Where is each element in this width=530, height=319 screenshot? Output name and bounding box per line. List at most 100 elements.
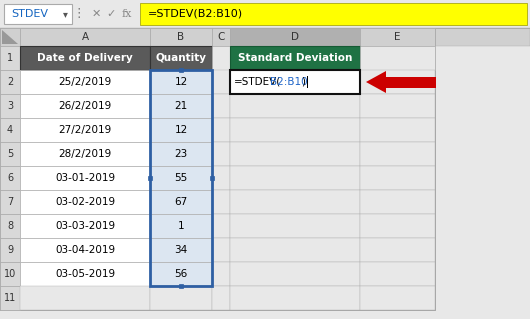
Text: 1: 1 <box>7 53 13 63</box>
Text: 12: 12 <box>174 77 188 87</box>
Bar <box>0 70 20 94</box>
Bar <box>230 118 360 142</box>
Bar <box>179 284 183 288</box>
Bar <box>360 190 435 214</box>
Bar <box>230 238 360 262</box>
Bar <box>20 94 150 118</box>
Bar <box>0 118 20 142</box>
Bar <box>0 46 20 70</box>
Text: C: C <box>217 32 225 42</box>
Bar <box>0 262 20 286</box>
Text: E: E <box>394 32 401 42</box>
Bar <box>230 166 360 190</box>
Bar <box>179 68 183 72</box>
Bar <box>210 176 214 180</box>
Bar <box>0 142 20 166</box>
Bar <box>140 3 527 25</box>
Bar <box>150 70 212 94</box>
Text: Standard Deviation: Standard Deviation <box>238 53 352 63</box>
Bar <box>212 94 230 118</box>
Bar <box>360 238 435 262</box>
Bar <box>212 46 230 70</box>
Bar <box>0 214 20 238</box>
Bar <box>230 190 360 214</box>
Bar <box>20 142 150 166</box>
Text: B: B <box>178 32 184 42</box>
Bar <box>230 94 360 118</box>
Bar <box>212 238 230 262</box>
Text: 7: 7 <box>7 197 13 207</box>
Bar <box>150 166 212 190</box>
Text: 25/2/2019: 25/2/2019 <box>58 77 112 87</box>
Text: Date of Delivery: Date of Delivery <box>37 53 133 63</box>
Polygon shape <box>366 71 386 93</box>
Bar <box>20 28 150 46</box>
Text: 2: 2 <box>7 77 13 87</box>
Text: 27/2/2019: 27/2/2019 <box>58 125 112 135</box>
Bar <box>20 118 150 142</box>
Bar <box>212 118 230 142</box>
Bar <box>150 238 212 262</box>
Text: ▾: ▾ <box>63 9 67 19</box>
Bar <box>230 142 360 166</box>
Bar <box>150 46 212 70</box>
Bar <box>150 214 212 238</box>
Bar <box>0 28 20 46</box>
Bar <box>230 28 360 46</box>
Bar <box>212 28 230 46</box>
Bar <box>150 94 212 118</box>
Bar <box>150 118 212 142</box>
Bar <box>150 70 212 286</box>
Text: 03-04-2019: 03-04-2019 <box>55 245 115 255</box>
Text: 8: 8 <box>7 221 13 231</box>
Bar <box>360 142 435 166</box>
Text: B2:B10: B2:B10 <box>270 77 308 87</box>
Bar <box>360 166 435 190</box>
Text: 4: 4 <box>7 125 13 135</box>
Bar <box>212 70 230 94</box>
Bar <box>150 142 212 166</box>
Bar <box>360 262 435 286</box>
Bar <box>0 28 435 310</box>
Text: =STDEV(B2:B10): =STDEV(B2:B10) <box>148 9 243 19</box>
Bar <box>0 28 530 29</box>
Bar <box>230 70 360 94</box>
Bar <box>0 28 530 46</box>
Text: A: A <box>82 32 89 42</box>
Bar <box>20 70 150 94</box>
Bar <box>20 46 150 70</box>
Bar <box>360 28 435 46</box>
Bar <box>20 262 150 286</box>
Bar <box>4 4 72 24</box>
Text: ✕: ✕ <box>91 9 101 19</box>
Bar <box>230 286 360 310</box>
Bar <box>212 190 230 214</box>
Bar <box>212 214 230 238</box>
Text: 03-01-2019: 03-01-2019 <box>55 173 115 183</box>
Text: 26/2/2019: 26/2/2019 <box>58 101 112 111</box>
Text: STDEV: STDEV <box>12 9 49 19</box>
Bar <box>148 176 152 180</box>
Bar <box>0 166 20 190</box>
Bar <box>230 262 360 286</box>
Bar <box>0 238 20 262</box>
Bar <box>0 94 20 118</box>
Bar <box>150 262 212 286</box>
Bar <box>230 46 360 70</box>
Text: 03-05-2019: 03-05-2019 <box>55 269 115 279</box>
Bar <box>20 166 150 190</box>
Bar <box>150 190 212 214</box>
Bar <box>212 286 230 310</box>
Bar <box>150 286 212 310</box>
Text: 56: 56 <box>174 269 188 279</box>
Text: 10: 10 <box>4 269 16 279</box>
Bar <box>360 70 435 94</box>
Text: fx: fx <box>122 9 132 19</box>
Bar <box>20 214 150 238</box>
Text: 1: 1 <box>178 221 184 231</box>
Text: 28/2/2019: 28/2/2019 <box>58 149 112 159</box>
Text: 23: 23 <box>174 149 188 159</box>
Text: Quantity: Quantity <box>155 53 207 63</box>
Text: D: D <box>291 32 299 42</box>
Bar <box>0 190 20 214</box>
